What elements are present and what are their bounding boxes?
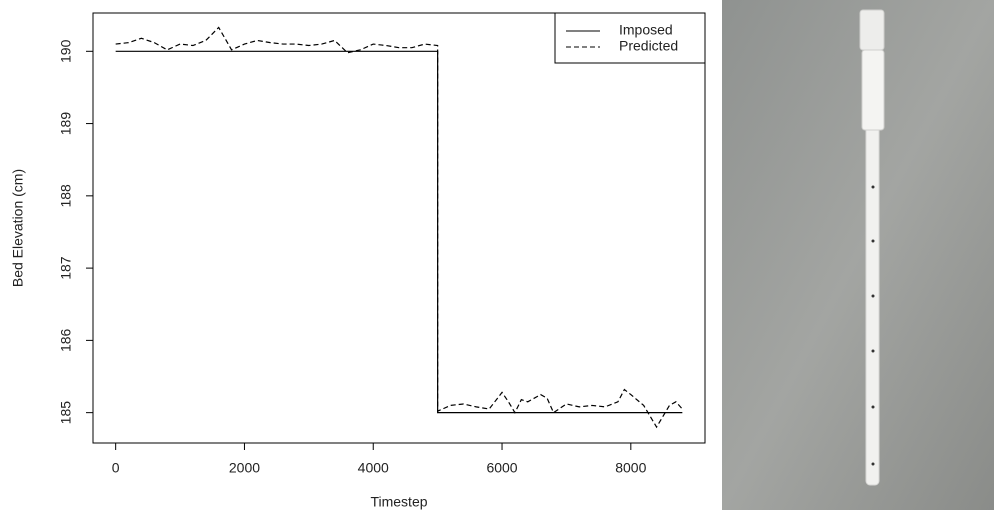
legend-label: Predicted: [619, 38, 678, 54]
x-tick-label: 6000: [486, 460, 517, 476]
series-line: [115, 26, 683, 429]
y-tick-label: 187: [58, 256, 74, 280]
y-axis-title: Bed Elevation (cm): [10, 169, 26, 287]
x-tick-label: 8000: [615, 460, 646, 476]
legend-box: [554, 12, 706, 64]
series-line: [115, 50, 683, 414]
x-tick-label: 0: [112, 460, 120, 476]
plot-box: [92, 12, 706, 444]
y-tick-label: 190: [58, 39, 74, 63]
y-tick-label: 185: [58, 401, 74, 425]
photo: [722, 0, 994, 510]
y-tick-label: 186: [58, 328, 74, 352]
x-tick-label: 2000: [229, 460, 260, 476]
y-tick-label: 188: [58, 184, 74, 208]
x-tick-label: 4000: [358, 460, 389, 476]
legend-label: Imposed: [619, 22, 673, 38]
y-tick-label: 189: [58, 112, 74, 136]
x-axis-title: Timestep: [370, 494, 427, 510]
